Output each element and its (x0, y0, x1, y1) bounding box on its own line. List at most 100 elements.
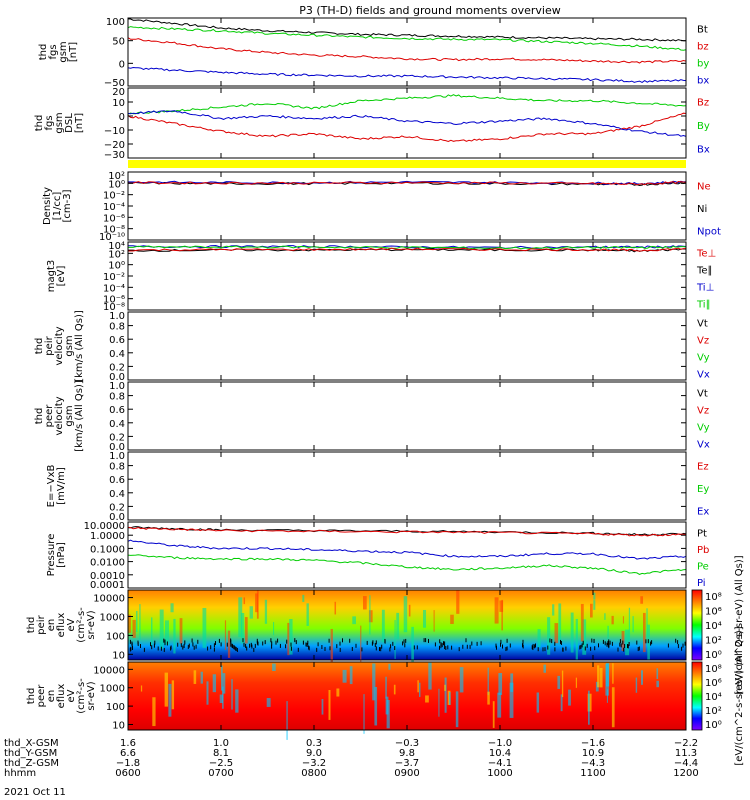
spectrogram-streak (272, 663, 276, 671)
spectrogram-noise (213, 647, 215, 652)
spectrogram-streak (455, 691, 459, 728)
spectrogram-noise (647, 639, 649, 644)
colorbar-label: [eV/(cm^2-s-sr-eV) (All Qs)] (734, 626, 745, 765)
spectrogram-noise (465, 638, 467, 643)
spectrogram-streak (438, 688, 440, 717)
legend-Pt: Pt (697, 528, 707, 539)
spectrogram-noise (177, 642, 179, 647)
spectrogram-streak (222, 673, 226, 694)
spectrogram-streak (622, 616, 624, 624)
spectrogram-noise (627, 644, 628, 649)
spectrogram-noise (233, 645, 235, 650)
spectrogram-streak (136, 610, 138, 632)
spectrogram-noise (434, 642, 436, 647)
time-row-name: thd_X-GSM (4, 738, 59, 749)
spectrogram-streak (459, 667, 464, 693)
spectrogram-noise (235, 646, 237, 651)
spectrogram-streak (606, 689, 608, 703)
series-Bz-line (127, 112, 687, 143)
spectrogram-streak (369, 595, 371, 635)
spectrogram-noise (351, 646, 353, 651)
spectrogram-noise (140, 644, 141, 649)
spectrogram-streak (632, 616, 634, 633)
spectrogram-streak (363, 694, 365, 734)
spectrogram-noise (505, 647, 507, 652)
series-By-line (127, 94, 687, 115)
spectrogram-streak (235, 689, 239, 713)
y-tick-label: 10 (112, 650, 125, 661)
spectrogram-noise (277, 638, 279, 643)
spectrogram-streak (140, 685, 143, 692)
spectrogram-streak (372, 663, 376, 701)
spectrogram-noise (163, 638, 165, 643)
spectrogram-noise (462, 644, 464, 649)
spectrogram-noise (187, 644, 189, 649)
panel-velocity-peir: 1.00.8 0.6 0.4 0.20.0 Vt Vz Vy Vx thd peir velocit… (34, 310, 710, 383)
y-axis-label: E=−VxB [mV/m] (46, 465, 67, 508)
spectrogram-streak (334, 601, 337, 615)
y-axis-label-line: E=−VxB (46, 465, 57, 508)
y-axis-label-line: sr-eV) (86, 681, 97, 710)
y-axis-label-line: gsm (58, 41, 69, 62)
series-by-line (127, 26, 687, 51)
y-tick-label: −20 (104, 140, 125, 151)
y-tick-label: 10⁻⁴ (103, 202, 125, 213)
spectrogram-streak (552, 604, 555, 616)
spectrogram-streak (646, 608, 648, 638)
spectrogram-noise (290, 646, 292, 651)
time-row-name: thd_Y-GSM (4, 748, 57, 759)
spectrogram-noise (560, 639, 561, 644)
spectrogram-noise (500, 639, 502, 644)
time-row-value: 0900 (394, 768, 419, 779)
legend-Ti⊥: Ti⊥ (696, 283, 714, 294)
time-row-hhmm: hhmm 0600 0700 0800 0900 1000 1100 1200 (4, 768, 699, 779)
spectrogram-noise (329, 646, 331, 651)
legend-Pe: Pe (697, 561, 709, 572)
series-bx-line (127, 66, 687, 83)
series-Ti∥-line (128, 245, 687, 250)
spectrogram-noise (246, 646, 248, 651)
spectrogram-streak (243, 597, 246, 605)
spectrogram-noise (645, 639, 647, 644)
spectrogram-streak (568, 689, 571, 706)
spectrogram-streak (656, 680, 660, 688)
time-row-value: 0600 (115, 768, 140, 779)
y-axis-label-line: [cm-3] (62, 189, 73, 222)
spectrogram-noise (153, 643, 155, 648)
y-tick-label: 100 (106, 17, 125, 28)
spectrogram-noise (192, 642, 194, 647)
y-axis-label-line: [km/s (All Qs)] (74, 310, 85, 382)
spectrogram-streak (580, 603, 584, 642)
colorbar-tick-label: 10⁸ (705, 592, 722, 603)
spectrogram-streak (536, 692, 540, 713)
time-row-value: 1.6 (120, 738, 136, 749)
spectrogram-streak (264, 599, 268, 624)
spectrogram-noise (637, 647, 639, 652)
series-Ne-line (128, 180, 687, 186)
time-row-value: 1000 (487, 768, 512, 779)
spectrogram-streak (170, 603, 174, 613)
spectrogram-noise (361, 647, 363, 652)
date-label: 2021 Oct 11 (4, 787, 66, 798)
legend-Ti∥: Ti∥ (696, 300, 711, 311)
spectrogram-streak (212, 674, 217, 693)
spectrogram-noise (439, 639, 441, 644)
spectrogram-noise (392, 641, 394, 646)
panel-frame (127, 381, 687, 451)
time-row-value: 0700 (208, 768, 233, 779)
spectrogram-streak (494, 597, 499, 624)
spectrogram-streak (388, 663, 391, 670)
panel-peer-spectrogram: 10⁸ 10⁶ 10⁴ 10² 10⁰ 10000 1000 100 10 thd peer en ef… (26, 626, 745, 765)
spectrogram-noise (428, 638, 429, 643)
spectrogram-noise (230, 638, 232, 643)
spectrogram-streak (165, 620, 169, 645)
y-axis-label-line: eV (66, 618, 77, 631)
spectrogram-noise (451, 645, 453, 650)
y-tick-label: 10² (108, 249, 125, 260)
spectrogram-streak (408, 604, 411, 617)
spectrogram-noise (651, 640, 653, 645)
spectrogram-noise (131, 641, 133, 646)
spectrogram-noise (220, 642, 222, 647)
